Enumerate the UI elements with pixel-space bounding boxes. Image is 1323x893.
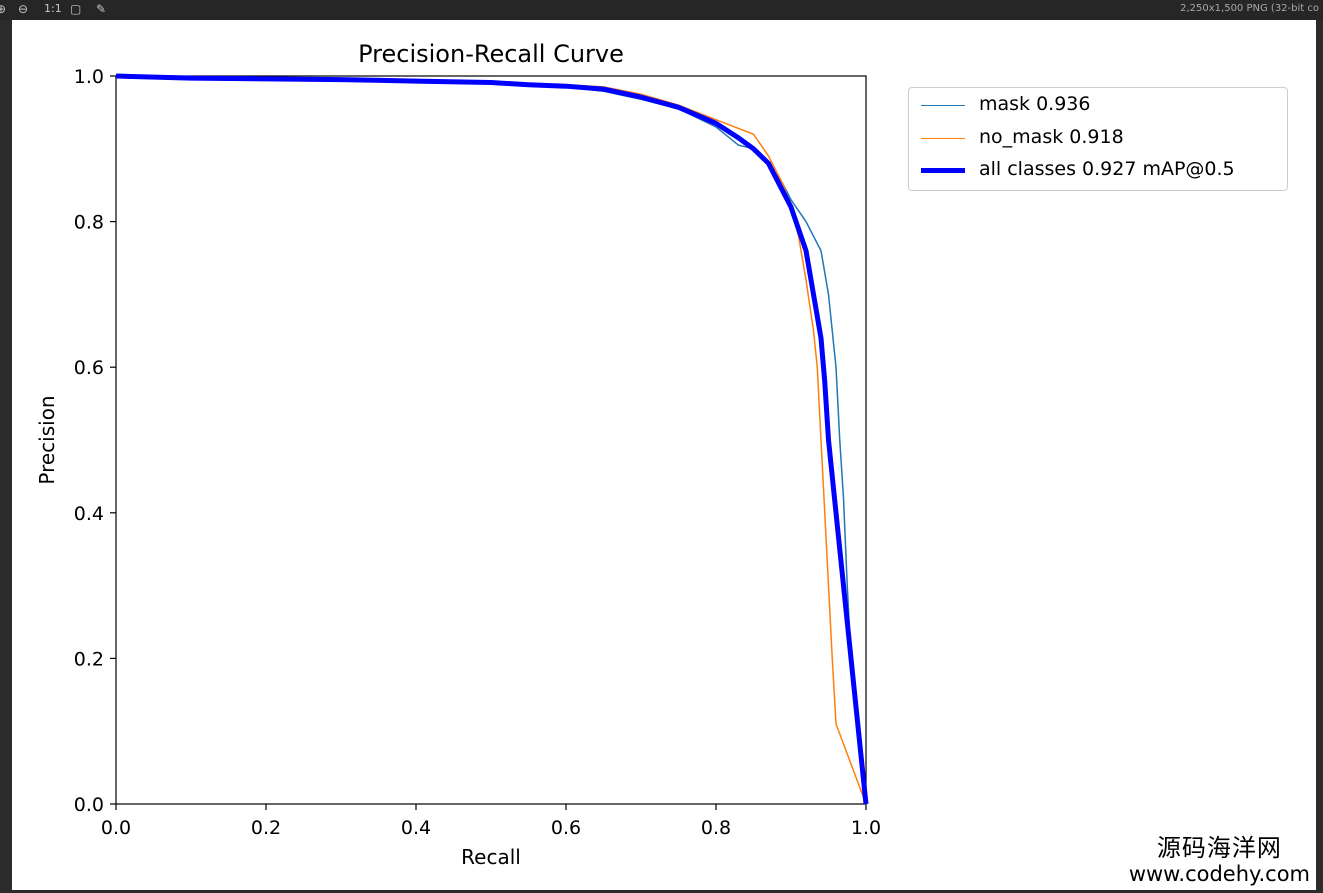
- image-canvas: 0.0 0.2 0.4 0.6 0.8 1.0 0.0 0.2 0.4 0.6 0.8 1.0 Pre…: [12, 20, 1316, 890]
- series-layer: [115, 73, 869, 805]
- chart-title: Precision-Recall Curve: [358, 40, 624, 68]
- edit-pencil-icon[interactable]: ✎: [96, 2, 107, 16]
- watermark-url: www.codehy.com: [1128, 862, 1310, 886]
- y-tick-label: 0.2: [74, 648, 104, 670]
- fit-window-icon[interactable]: ▢: [70, 2, 82, 16]
- series-line-no-mask: [115, 75, 867, 805]
- actual-size-button[interactable]: 1:1: [44, 2, 62, 15]
- legend-label-all-classes: all classes 0.927 mAP@0.5: [979, 158, 1235, 180]
- x-axis-label: Recall: [461, 845, 521, 869]
- y-tick-label: 0.4: [74, 503, 104, 525]
- series-line-all-classes: [115, 73, 869, 805]
- legend-label-no-mask: no_mask 0.918: [979, 126, 1124, 148]
- legend-swatch-all-classes: [921, 168, 965, 173]
- pr-curve-chart: 0.0 0.2 0.4 0.6 0.8 1.0 0.0 0.2 0.4 0.6 0.8 1.0 Pre…: [35, 40, 881, 869]
- image-viewer-toolbar: ⊕ ⊖ 1:1 ▢ ✎ 2,250x1,500 PNG (32-bit co: [0, 0, 1323, 20]
- chart-legend: mask 0.936 no_mask 0.918 all classes 0.9…: [908, 87, 1288, 191]
- ticks-layer: 0.0 0.2 0.4 0.6 0.8 1.0 0.0 0.2 0.4 0.6 0.8 1.0: [74, 66, 881, 839]
- y-tick-label: 0.0: [74, 794, 104, 816]
- site-watermark: 源码海洋网 www.codehy.com: [1129, 834, 1310, 886]
- series-line-mask: [115, 75, 867, 805]
- y-axis-label: Precision: [35, 395, 59, 484]
- x-tick-label: 0.0: [101, 817, 131, 839]
- zoom-in-icon[interactable]: ⊕: [0, 2, 7, 16]
- legend-item-all-classes: all classes 0.927 mAP@0.5: [909, 156, 1287, 186]
- zoom-out-icon[interactable]: ⊖: [18, 2, 29, 16]
- image-info-text: 2,250x1,500 PNG (32-bit co: [1180, 3, 1319, 14]
- legend-swatch-mask: [921, 105, 965, 106]
- legend-swatch-no-mask: [921, 138, 965, 139]
- y-tick-label: 1.0: [74, 66, 104, 88]
- watermark-chinese-text: 源码海洋网: [1156, 834, 1282, 862]
- legend-item-mask: mask 0.936: [909, 91, 1287, 121]
- x-tick-label: 0.4: [401, 817, 431, 839]
- y-tick-label: 0.8: [74, 212, 104, 234]
- y-tick-label: 0.6: [74, 357, 104, 379]
- x-tick-label: 1.0: [851, 817, 881, 839]
- legend-item-no-mask: no_mask 0.918: [909, 124, 1287, 154]
- legend-label-mask: mask 0.936: [979, 93, 1091, 115]
- plot-frame: [115, 75, 867, 805]
- x-tick-label: 0.6: [551, 817, 581, 839]
- x-tick-label: 0.2: [251, 817, 281, 839]
- x-tick-label: 0.8: [701, 817, 731, 839]
